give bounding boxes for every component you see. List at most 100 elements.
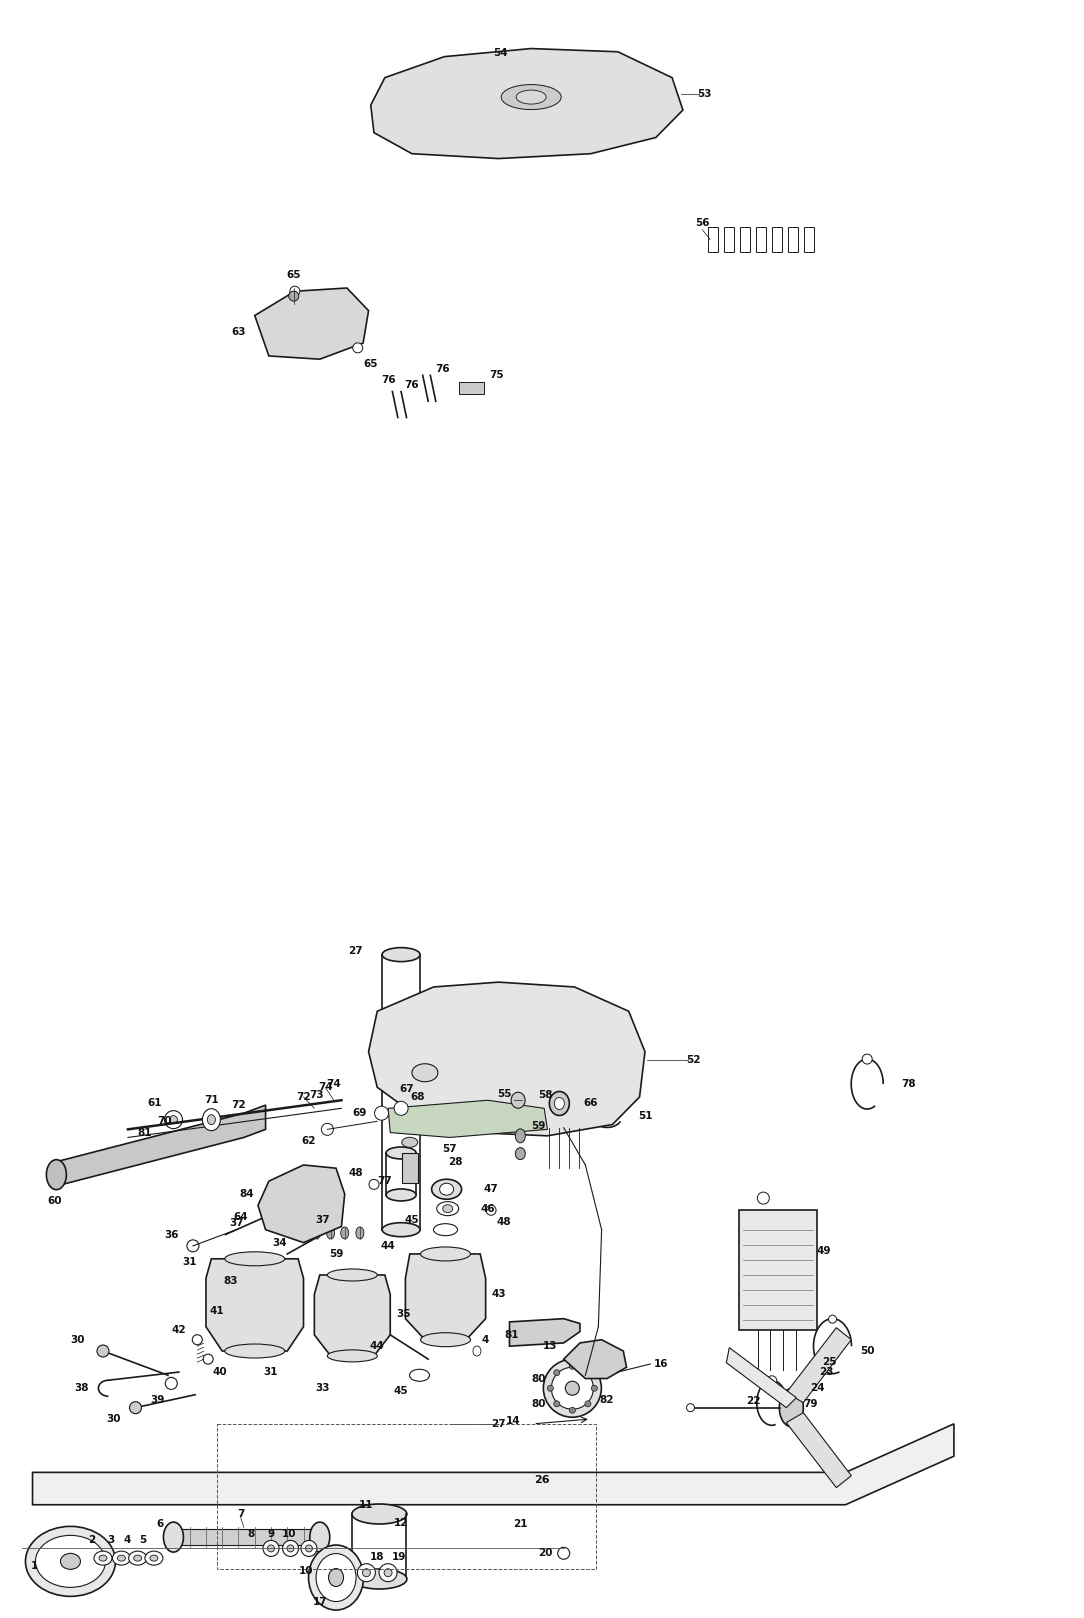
Text: 31: 31 [182,1257,197,1267]
Text: 81: 81 [137,1128,152,1137]
Ellipse shape [61,1553,80,1569]
Text: 4: 4 [482,1335,489,1345]
Text: 73: 73 [309,1091,324,1100]
Text: 27: 27 [491,1419,506,1429]
Ellipse shape [386,1147,416,1158]
Text: 50: 50 [860,1346,875,1356]
Text: 45: 45 [393,1387,409,1396]
Ellipse shape [554,1370,559,1375]
Polygon shape [405,1254,486,1340]
Text: 6: 6 [157,1519,164,1529]
Text: 48: 48 [496,1217,512,1226]
Ellipse shape [145,1552,163,1565]
Text: 4: 4 [124,1535,130,1545]
Ellipse shape [207,1115,216,1125]
Text: 84: 84 [240,1189,255,1199]
Ellipse shape [369,1180,379,1189]
Bar [772,227,783,252]
Ellipse shape [192,1335,203,1345]
Ellipse shape [96,1345,109,1358]
Text: 13: 13 [542,1341,557,1351]
Ellipse shape [99,1555,107,1561]
Text: 9: 9 [268,1529,274,1539]
Text: 33: 33 [315,1383,331,1393]
Ellipse shape [301,1540,317,1557]
Ellipse shape [766,1375,777,1385]
Polygon shape [726,1348,797,1408]
Text: 58: 58 [538,1091,553,1100]
Ellipse shape [828,1315,837,1324]
Ellipse shape [306,1545,312,1552]
Ellipse shape [486,1205,496,1215]
Ellipse shape [288,291,299,301]
Ellipse shape [501,84,562,110]
Ellipse shape [386,1189,416,1201]
Text: 63: 63 [231,327,246,337]
Text: 79: 79 [803,1400,818,1409]
Text: 24: 24 [810,1383,825,1393]
Text: 30: 30 [70,1335,86,1345]
Ellipse shape [557,1547,570,1560]
Ellipse shape [352,343,363,353]
Text: 20: 20 [538,1548,553,1558]
Bar [788,227,798,252]
Polygon shape [173,1529,320,1545]
Ellipse shape [25,1526,116,1597]
Text: 37: 37 [315,1215,331,1225]
Ellipse shape [384,1569,392,1576]
Text: 45: 45 [404,1215,420,1225]
Text: 76: 76 [380,375,396,385]
Text: 18: 18 [370,1552,385,1561]
Ellipse shape [352,1569,406,1589]
Ellipse shape [442,1205,453,1212]
Ellipse shape [327,1349,377,1362]
Text: 51: 51 [637,1112,653,1121]
Polygon shape [56,1105,266,1186]
Ellipse shape [36,1535,105,1587]
Text: 80: 80 [531,1374,546,1383]
Text: 76: 76 [404,380,420,390]
Ellipse shape [434,1223,457,1236]
Text: 40: 40 [212,1367,228,1377]
Text: 41: 41 [209,1306,224,1315]
Ellipse shape [554,1097,565,1110]
Text: 1: 1 [31,1561,38,1571]
Ellipse shape [133,1555,142,1561]
Ellipse shape [165,1377,178,1390]
Ellipse shape [165,1110,182,1129]
Ellipse shape [129,1401,142,1414]
Ellipse shape [317,1553,356,1602]
Bar [459,382,485,395]
Text: 62: 62 [301,1136,317,1146]
Polygon shape [786,1413,851,1487]
Ellipse shape [375,1107,388,1120]
Text: 39: 39 [150,1395,165,1404]
Text: 57: 57 [442,1144,457,1154]
Text: 81: 81 [504,1330,519,1340]
Ellipse shape [395,1102,408,1115]
Ellipse shape [358,1563,375,1582]
Text: 28: 28 [448,1157,463,1167]
Text: 70: 70 [157,1116,172,1126]
Ellipse shape [440,1183,453,1196]
Text: 10: 10 [282,1529,297,1539]
Ellipse shape [309,1545,363,1610]
Text: 48: 48 [348,1168,363,1178]
Polygon shape [786,1328,851,1403]
Ellipse shape [421,1333,470,1346]
Ellipse shape [352,1505,406,1524]
Text: 53: 53 [697,89,712,99]
Ellipse shape [186,1239,199,1252]
Polygon shape [314,1275,390,1356]
Ellipse shape [289,286,300,296]
Bar [804,227,814,252]
Text: 67: 67 [399,1084,414,1094]
Text: 34: 34 [272,1238,287,1247]
Text: 61: 61 [147,1099,163,1108]
Ellipse shape [512,1092,525,1108]
Text: 38: 38 [74,1383,89,1393]
Text: 7: 7 [237,1510,244,1519]
Ellipse shape [437,1202,459,1215]
Ellipse shape [310,1523,330,1552]
Ellipse shape [340,1226,349,1239]
